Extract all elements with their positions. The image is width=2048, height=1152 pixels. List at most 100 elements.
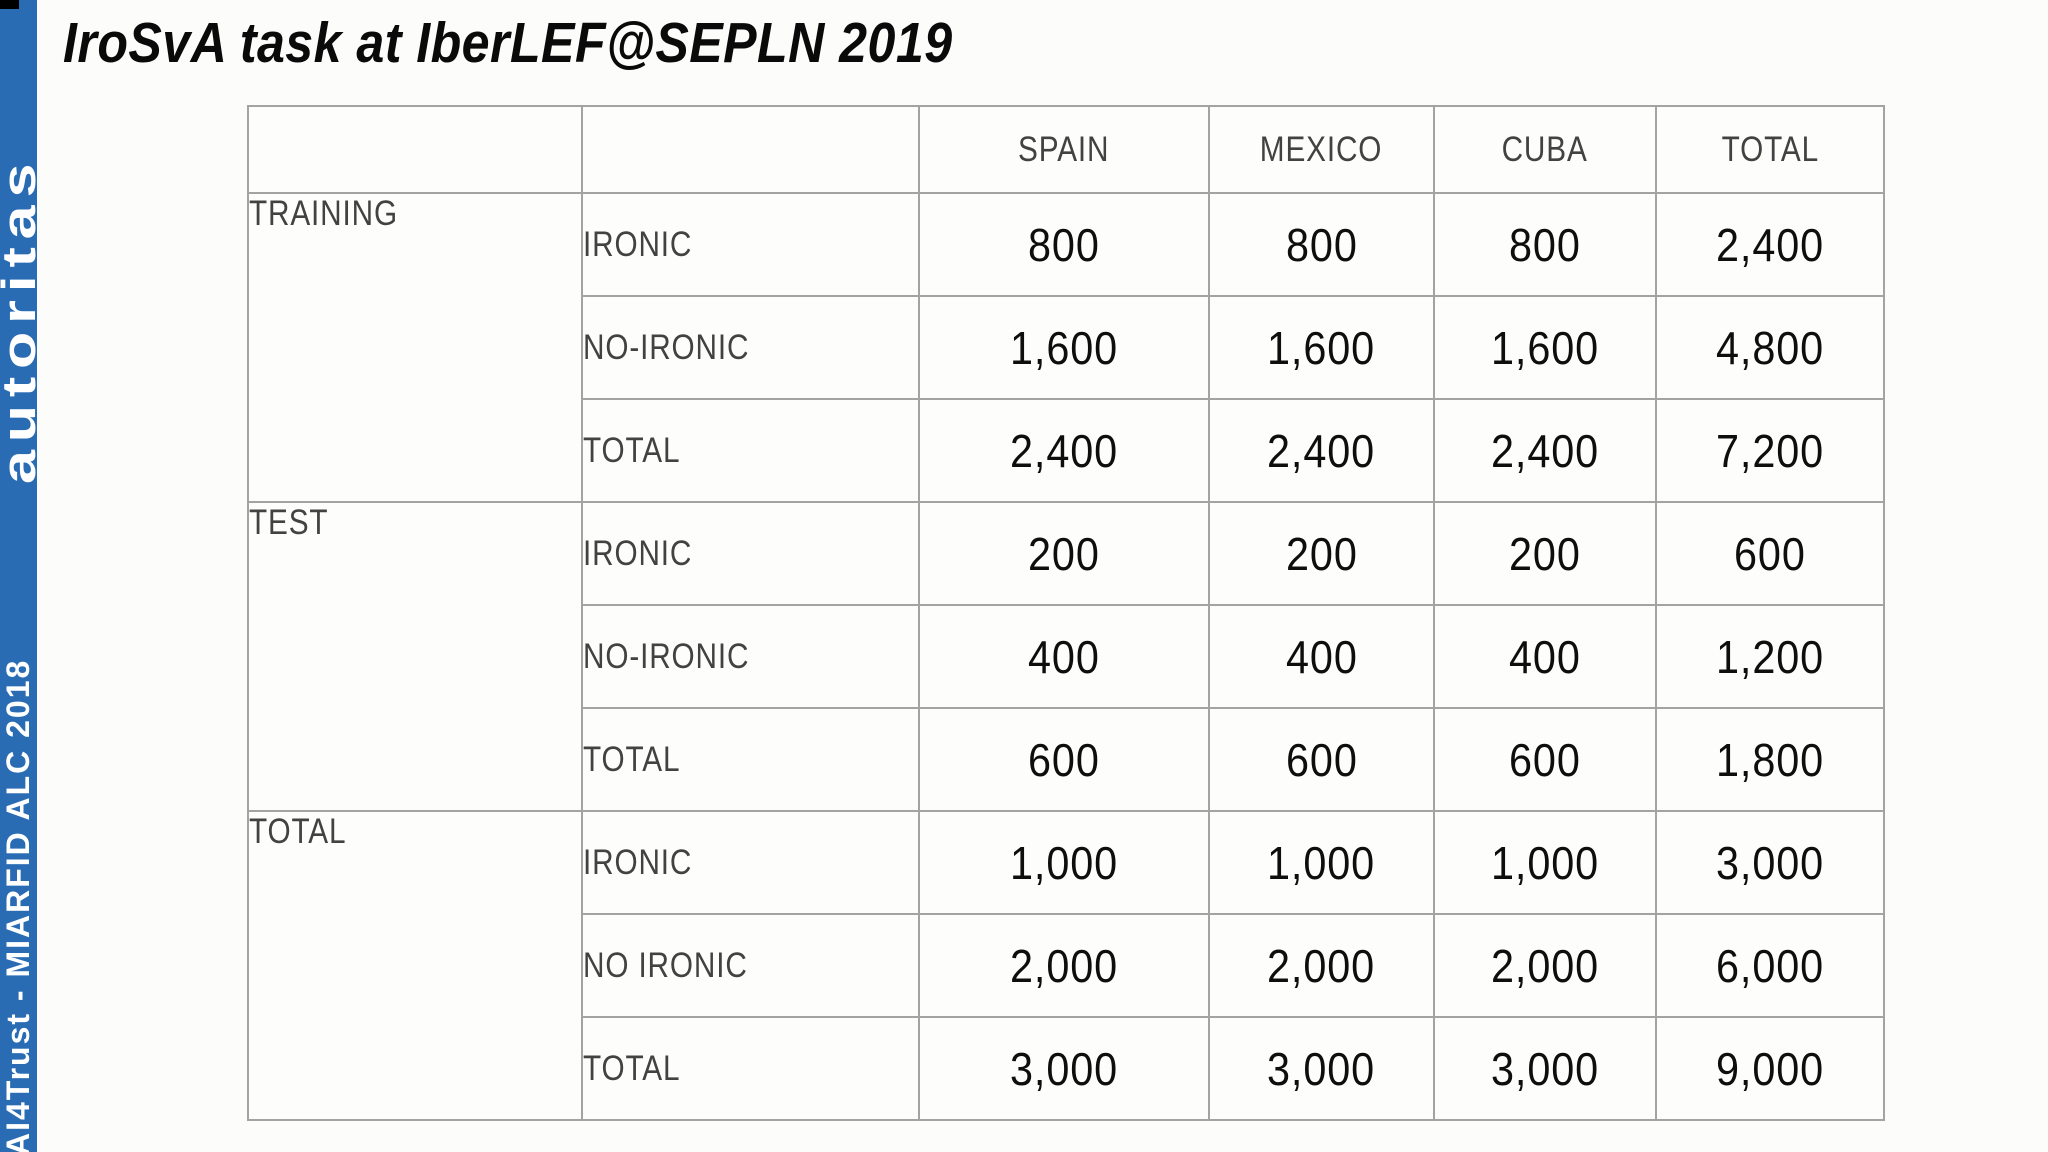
value-cell: 200 <box>918 501 1210 606</box>
cell-value: 3,000 <box>1009 1042 1119 1095</box>
cell-value: 2,400 <box>1490 424 1600 477</box>
group-label: TRAINING <box>249 194 398 233</box>
column-header-label: MEXICO <box>1260 129 1383 169</box>
cell-value: 2,400 <box>1715 218 1825 271</box>
cell-value: 2,000 <box>1267 939 1376 992</box>
cell-value: 2,000 <box>1490 939 1600 992</box>
cell-value: 1,000 <box>1009 836 1119 889</box>
slide-title: IroSvA task at IberLEF@SEPLN 2019 <box>63 11 953 75</box>
value-cell: 3,000 <box>1208 1016 1435 1121</box>
sidebar-brand-bar: autoritas AI4Trust - MIARFID ALC 2018 <box>0 0 45 1152</box>
table-row: TOTAL 2,400 2,400 2,400 7,200 <box>248 398 1885 503</box>
value-cell: 1,600 <box>1208 295 1435 400</box>
cell-value: 400 <box>1285 630 1358 683</box>
value-cell: 4,800 <box>1655 295 1885 400</box>
cell-value: 6,000 <box>1715 939 1825 992</box>
header-cell-spain: SPAIN <box>918 105 1210 194</box>
row-label-cell: NO IRONIC <box>581 913 920 1018</box>
row-label-cell: IRONIC <box>581 810 920 915</box>
cell-value: 2,400 <box>1267 424 1376 477</box>
value-cell: 2,000 <box>1433 913 1657 1018</box>
row-label-cell: TOTAL <box>581 398 920 503</box>
cell-value: 3,000 <box>1715 836 1825 889</box>
cell-value: 1,000 <box>1490 836 1600 889</box>
value-cell: 1,200 <box>1655 604 1885 709</box>
column-header-label: CUBA <box>1501 129 1589 169</box>
row-label: TOTAL <box>583 430 681 470</box>
table-row: NO IRONIC 2,000 2,000 2,000 6,000 <box>248 913 1885 1018</box>
row-label-cell: TOTAL <box>581 707 920 812</box>
cell-value: 9,000 <box>1715 1042 1825 1095</box>
group-label: TEST <box>249 503 329 542</box>
value-cell: 800 <box>1208 192 1435 297</box>
table-row: TOTAL IRONIC 1,000 1,000 1,000 3,000 <box>247 810 1885 1121</box>
table-row: TOTAL 600 600 600 1,800 <box>248 707 1885 812</box>
row-label: TOTAL <box>583 1048 681 1088</box>
row-label: IRONIC <box>583 842 693 882</box>
value-cell: 200 <box>1208 501 1435 606</box>
value-cell: 600 <box>1208 707 1435 812</box>
row-label-cell: TOTAL <box>581 1016 920 1121</box>
corner-notch <box>0 0 19 9</box>
header-cell-mexico: MEXICO <box>1208 105 1435 194</box>
row-label: IRONIC <box>583 533 693 573</box>
header-cell-cuba: CUBA <box>1433 105 1657 194</box>
sidebar-bottom-label: AI4Trust - MIARFID ALC 2018 <box>0 658 36 1152</box>
header-cell-empty-1 <box>247 105 583 194</box>
value-cell: 1,600 <box>1433 295 1657 400</box>
header-cell-total: TOTAL <box>1655 105 1885 194</box>
value-cell: 1,000 <box>1208 810 1435 915</box>
row-label: IRONIC <box>583 224 693 264</box>
value-cell: 2,400 <box>1433 398 1657 503</box>
cell-value: 600 <box>1285 733 1358 786</box>
cell-value: 3,000 <box>1267 1042 1376 1095</box>
cell-value: 800 <box>1028 218 1100 271</box>
sidebar-top-label: autoritas <box>0 155 45 485</box>
dataset-table: SPAIN MEXICO CUBA TOTAL TRAINING IRONIC … <box>247 105 1885 1121</box>
value-cell: 2,400 <box>1208 398 1435 503</box>
value-cell: 3,000 <box>918 1016 1210 1121</box>
value-cell: 800 <box>1433 192 1657 297</box>
cell-value: 1,600 <box>1490 321 1600 374</box>
value-cell: 400 <box>918 604 1210 709</box>
cell-value: 7,200 <box>1715 424 1825 477</box>
group-label: TOTAL <box>249 812 347 851</box>
table-row: NO-IRONIC 400 400 400 1,200 <box>248 604 1885 709</box>
cell-value: 600 <box>1734 527 1806 580</box>
cell-value: 1,600 <box>1009 321 1119 374</box>
table-row: NO-IRONIC 1,600 1,600 1,600 4,800 <box>248 295 1885 400</box>
group-label-cell-total: TOTAL <box>247 810 583 1121</box>
column-header-label: TOTAL <box>1721 129 1819 169</box>
cell-value: 1,200 <box>1715 630 1825 683</box>
value-cell: 600 <box>1655 501 1885 606</box>
cell-value: 4,800 <box>1715 321 1825 374</box>
cell-value: 800 <box>1509 218 1581 271</box>
value-cell: 2,400 <box>1655 192 1885 297</box>
value-cell: 2,000 <box>1208 913 1435 1018</box>
value-cell: 600 <box>918 707 1210 812</box>
group-label-cell-training: TRAINING <box>247 192 583 503</box>
cell-value: 1,800 <box>1715 733 1825 786</box>
row-label-cell: NO-IRONIC <box>581 295 920 400</box>
cell-value: 2,000 <box>1009 939 1119 992</box>
value-cell: 400 <box>1208 604 1435 709</box>
cell-value: 600 <box>1509 733 1581 786</box>
value-cell: 1,800 <box>1655 707 1885 812</box>
value-cell: 9,000 <box>1655 1016 1885 1121</box>
table-row: TRAINING IRONIC 800 800 800 2,400 <box>247 192 1885 503</box>
cell-value: 600 <box>1028 733 1100 786</box>
cell-value: 200 <box>1509 527 1581 580</box>
cell-value: 3,000 <box>1490 1042 1600 1095</box>
cell-value: 1,000 <box>1267 836 1376 889</box>
table-header-row: SPAIN MEXICO CUBA TOTAL <box>247 105 1885 194</box>
row-label-cell: NO-IRONIC <box>581 604 920 709</box>
value-cell: 6,000 <box>1655 913 1885 1018</box>
cell-value: 400 <box>1028 630 1100 683</box>
value-cell: 2,000 <box>918 913 1210 1018</box>
value-cell: 400 <box>1433 604 1657 709</box>
value-cell: 7,200 <box>1655 398 1885 503</box>
table-row: TEST IRONIC 200 200 200 600 <box>247 501 1885 812</box>
value-cell: 800 <box>918 192 1210 297</box>
row-label: TOTAL <box>583 739 681 779</box>
